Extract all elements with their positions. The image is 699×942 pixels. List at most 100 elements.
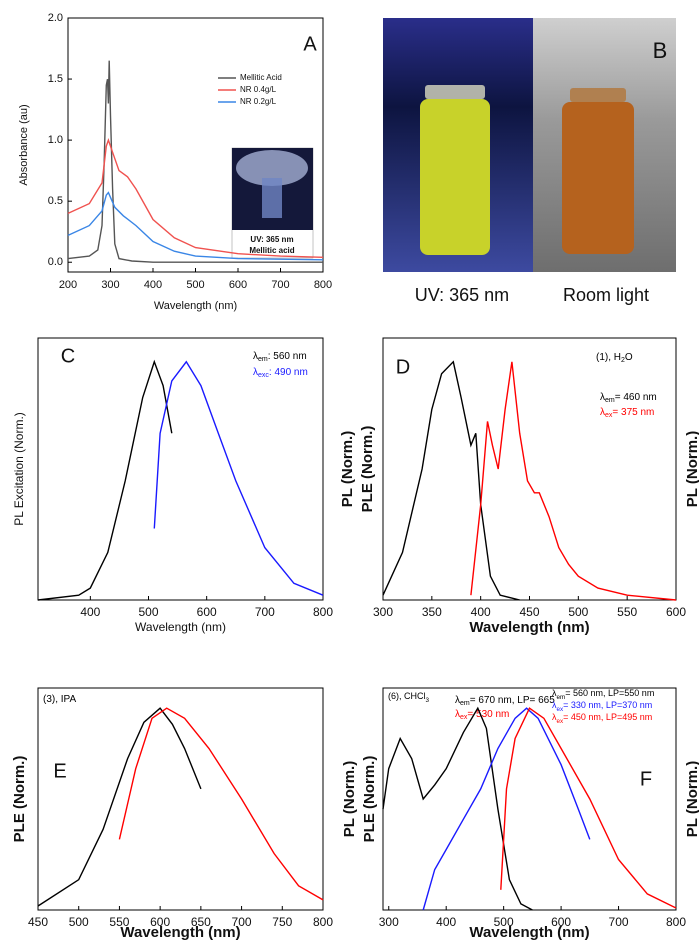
- x-tick-label: 800: [313, 605, 333, 619]
- annotation: (3), IPA: [43, 694, 76, 705]
- plot-frame: [37, 337, 324, 601]
- annotation-part: O: [625, 352, 633, 363]
- annotation: λex= 530 nm: [455, 709, 509, 722]
- annotation-part: λ: [552, 700, 557, 710]
- y-axis-label: PLE (Norm.): [361, 756, 378, 843]
- y2-axis-label: PL (Norm.): [684, 761, 699, 837]
- x-tick-label: 500: [138, 605, 158, 619]
- panel-label: D: [396, 356, 410, 378]
- y-tick-label: 0.0: [48, 256, 63, 268]
- plot-frame: [382, 337, 677, 601]
- data-line: [67, 60, 323, 263]
- x-tick-label: 300: [101, 279, 119, 291]
- panel-label: F: [640, 768, 652, 790]
- y-axis-label: PL Excitation (Norm.): [12, 412, 26, 526]
- annotation: (6), CHCl3: [388, 691, 430, 704]
- x-tick-label: 700: [271, 279, 289, 291]
- inset-vial: [262, 178, 282, 218]
- x-tick-label: 550: [109, 915, 129, 929]
- annotation: λem: 560 nm: [253, 351, 307, 364]
- x-tick-label: 600: [666, 605, 686, 619]
- data-line: [470, 361, 677, 601]
- x-tick-label: 750: [272, 915, 292, 929]
- y-tick-label: 2.0: [48, 12, 63, 24]
- x-tick-label: 450: [519, 605, 539, 619]
- x-tick-label: 200: [59, 279, 77, 291]
- photo-caption: UV: 365 nm: [415, 285, 509, 305]
- annotation-part: = 375 nm: [612, 407, 654, 418]
- panel-label: B: [653, 38, 668, 63]
- x-tick-label: 300: [373, 605, 393, 619]
- x-tick-label: 500: [494, 915, 514, 929]
- x-tick-label: 400: [436, 915, 456, 929]
- annotation-part: = 560 nm, LP=550 nm: [565, 688, 654, 698]
- x-tick-label: 500: [69, 915, 89, 929]
- x-tick-label: 600: [229, 279, 247, 291]
- annotation-part: λ: [455, 709, 460, 720]
- annotation: λex= 375 nm: [600, 407, 654, 420]
- data-line: [37, 359, 173, 601]
- annotation-part: = 450 nm, LP=495 nm: [563, 712, 652, 722]
- annotation-part: em: [557, 694, 566, 701]
- y-tick-label: 0.5: [48, 195, 63, 207]
- annotation-part: 2: [621, 357, 625, 364]
- annotation-part: λ: [253, 367, 258, 378]
- data-line: [500, 707, 677, 909]
- y-axis-label: PL (Norm.): [339, 431, 356, 507]
- annotation-part: ex: [557, 706, 565, 713]
- annotation-part: : 490 nm: [269, 367, 308, 378]
- x-tick-label: 400: [471, 605, 491, 619]
- inset-glow: [236, 150, 308, 186]
- data-line: [118, 707, 324, 901]
- photo-caption: Room light: [563, 285, 649, 305]
- panel-label: C: [61, 345, 75, 367]
- x-tick-label: 800: [314, 279, 332, 291]
- y-axis-label: PLE (Norm.): [11, 756, 28, 843]
- annotation-part: λ: [552, 688, 557, 698]
- panel-label: A: [303, 33, 317, 55]
- x-axis-label: Wavelength (nm): [135, 620, 226, 634]
- x-tick-label: 400: [144, 279, 162, 291]
- annotation-part: em: [605, 397, 615, 404]
- x-axis-label: Wavelength (nm): [120, 924, 240, 941]
- plot-frame: [382, 687, 677, 911]
- photo-panel: B UV: 365 nm Room light: [383, 18, 676, 305]
- x-tick-label: 450: [28, 915, 48, 929]
- annotation-part: (6), CHCl: [388, 691, 426, 701]
- annotation-part: 3: [426, 697, 430, 704]
- legend-label: NR 0.2g/L: [240, 97, 277, 106]
- y-axis-label: PL (Norm.): [341, 761, 358, 837]
- annotation-part: = 460 nm: [615, 392, 657, 403]
- annotation-part: exc: [258, 372, 269, 379]
- inset-caption: UV: 365 nm: [250, 235, 293, 244]
- plot-frame: [37, 687, 324, 911]
- annotation-part: λ: [253, 351, 258, 362]
- x-tick-label: 350: [422, 605, 442, 619]
- annotation-part: λ: [455, 695, 460, 706]
- inset-caption: Mellitic acid: [249, 246, 294, 255]
- x-tick-label: 700: [609, 915, 629, 929]
- x-tick-label: 550: [617, 605, 637, 619]
- y-tick-label: 1.5: [48, 73, 63, 85]
- x-axis-label: Wavelength (nm): [154, 300, 237, 312]
- legend-label: Mellitic Acid: [240, 73, 282, 82]
- x-tick-label: 500: [186, 279, 204, 291]
- y-tick-label: 1.0: [48, 134, 63, 146]
- x-tick-label: 400: [80, 605, 100, 619]
- data-line: [422, 707, 591, 911]
- x-tick-label: 800: [666, 915, 686, 929]
- annotation-part: (1), H: [596, 352, 621, 363]
- annotation-part: λ: [600, 392, 605, 403]
- data-line: [153, 360, 324, 596]
- annotation-part: λ: [552, 712, 557, 722]
- annotation-part: : 560 nm: [268, 351, 307, 362]
- x-axis-label: Wavelength (nm): [469, 924, 589, 941]
- annotation: λem= 560 nm, LP=550 nm: [552, 688, 654, 701]
- legend-label: NR 0.4g/L: [240, 85, 277, 94]
- annotation: λexc: 490 nm: [253, 367, 308, 380]
- x-tick-label: 600: [150, 915, 170, 929]
- annotation-part: ex: [460, 714, 468, 721]
- x-tick-label: 600: [551, 915, 571, 929]
